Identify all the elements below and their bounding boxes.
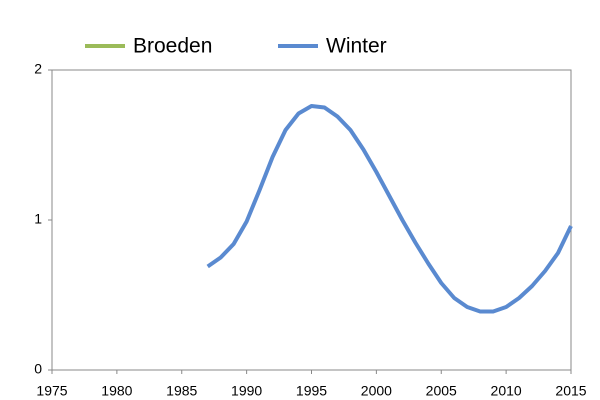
x-tick-label: 2005: [426, 383, 457, 399]
x-tick-label: 1985: [166, 383, 197, 399]
y-tick-label: 0: [34, 361, 42, 377]
x-tick-label: 1975: [36, 383, 67, 399]
x-tick-label: 2010: [491, 383, 522, 399]
legend-label: Winter: [326, 35, 387, 58]
y-tick-label: 1: [34, 211, 42, 227]
plot-area: [51, 69, 572, 371]
x-tick-label: 2015: [555, 383, 586, 399]
y-tick-label: 2: [34, 61, 42, 77]
x-tick-label: 1995: [296, 383, 327, 399]
x-tick-label: 1990: [231, 383, 262, 399]
series-line: [206, 104, 573, 314]
x-tick-label: 2000: [361, 383, 392, 399]
legend-label: Broeden: [133, 35, 212, 58]
x-tick-label: 1980: [101, 383, 132, 399]
